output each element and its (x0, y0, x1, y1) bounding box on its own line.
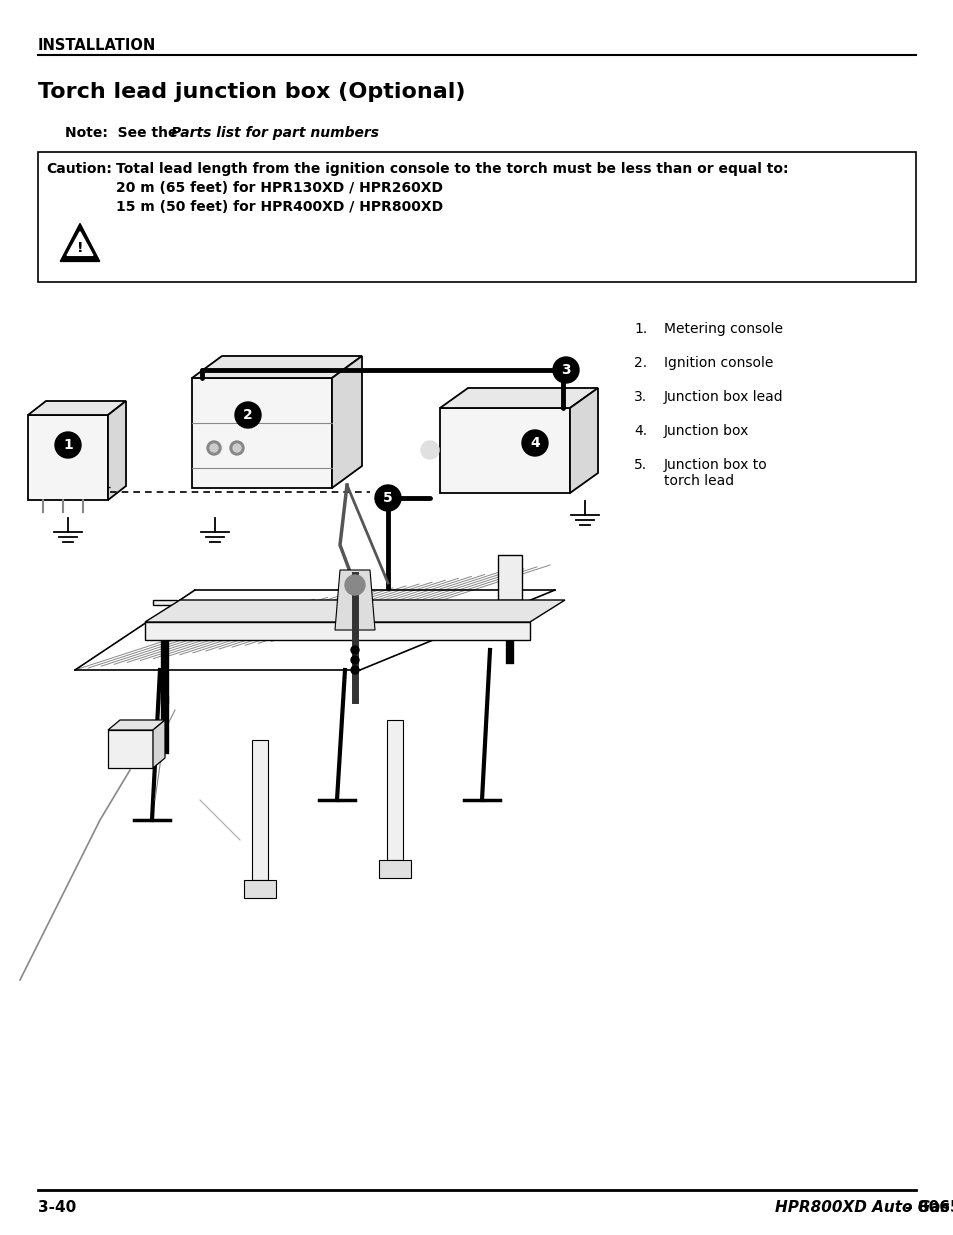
FancyBboxPatch shape (252, 740, 268, 881)
Polygon shape (439, 388, 598, 408)
Polygon shape (67, 232, 92, 256)
Circle shape (230, 441, 244, 454)
Text: !: ! (76, 241, 83, 254)
Text: 20 m (65 feet) for HPR130XD / HPR260XD: 20 m (65 feet) for HPR130XD / HPR260XD (116, 182, 442, 195)
Polygon shape (152, 720, 165, 768)
Circle shape (210, 445, 218, 452)
Text: 4: 4 (530, 436, 539, 450)
Text: 15 m (50 feet) for HPR400XD / HPR800XD: 15 m (50 feet) for HPR400XD / HPR800XD (116, 200, 442, 214)
Polygon shape (60, 224, 100, 262)
FancyBboxPatch shape (108, 730, 152, 768)
Polygon shape (145, 600, 564, 622)
Text: Ignition console: Ignition console (663, 356, 773, 370)
FancyBboxPatch shape (497, 555, 521, 600)
FancyBboxPatch shape (28, 415, 108, 500)
FancyBboxPatch shape (378, 860, 411, 878)
Text: HPR800XD Auto Gas: HPR800XD Auto Gas (774, 1200, 953, 1215)
Text: Total lead length from the ignition console to the torch must be less than or eq: Total lead length from the ignition cons… (116, 162, 788, 177)
Circle shape (420, 441, 438, 459)
FancyBboxPatch shape (387, 720, 402, 860)
Text: Note:  See the: Note: See the (65, 126, 182, 140)
Text: 3-40: 3-40 (38, 1200, 76, 1215)
Text: Junction box to
torch lead: Junction box to torch lead (663, 458, 767, 488)
Circle shape (351, 656, 358, 664)
Text: Metering console: Metering console (663, 322, 782, 336)
Text: 5: 5 (383, 492, 393, 505)
Circle shape (375, 485, 400, 511)
Polygon shape (108, 720, 165, 730)
Text: 5.: 5. (634, 458, 646, 472)
Text: 1: 1 (63, 438, 72, 452)
Text: 2: 2 (243, 408, 253, 422)
FancyBboxPatch shape (38, 152, 915, 282)
Circle shape (345, 576, 365, 595)
FancyBboxPatch shape (439, 408, 569, 493)
Circle shape (233, 445, 241, 452)
Circle shape (207, 441, 221, 454)
Circle shape (55, 432, 81, 458)
Polygon shape (145, 622, 530, 640)
Polygon shape (335, 571, 375, 630)
Polygon shape (108, 401, 126, 500)
Text: 3: 3 (560, 363, 570, 377)
Polygon shape (192, 356, 361, 378)
FancyBboxPatch shape (152, 600, 177, 605)
Text: Torch lead junction box (Optional): Torch lead junction box (Optional) (38, 82, 465, 103)
Polygon shape (332, 356, 361, 488)
Circle shape (351, 646, 358, 655)
Circle shape (521, 430, 547, 456)
Circle shape (553, 357, 578, 383)
Text: 4.: 4. (634, 424, 646, 438)
Text: INSTALLATION: INSTALLATION (38, 38, 156, 53)
Polygon shape (569, 388, 598, 493)
Text: Junction box lead: Junction box lead (663, 390, 782, 404)
Text: Parts list for part numbers: Parts list for part numbers (171, 126, 378, 140)
Text: 2.: 2. (634, 356, 646, 370)
Text: Caution:: Caution: (46, 162, 112, 177)
Circle shape (234, 403, 261, 429)
FancyBboxPatch shape (244, 881, 275, 898)
Text: Junction box: Junction box (663, 424, 749, 438)
Circle shape (351, 666, 358, 674)
Polygon shape (28, 401, 126, 415)
Text: – 806500: – 806500 (904, 1200, 953, 1215)
Text: 3.: 3. (634, 390, 646, 404)
Text: 1.: 1. (634, 322, 646, 336)
FancyBboxPatch shape (192, 378, 332, 488)
